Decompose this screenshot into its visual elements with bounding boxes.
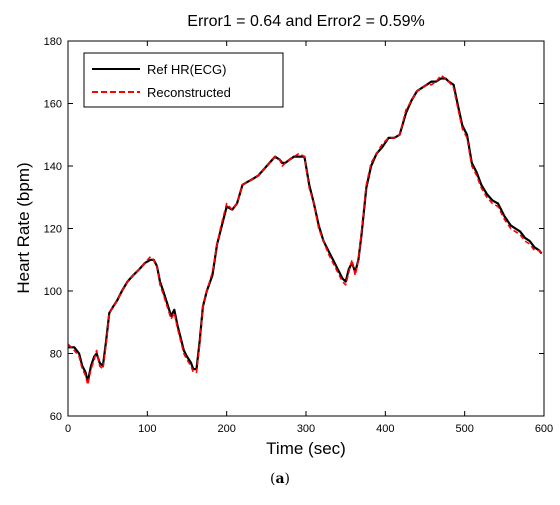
series-line-reconstructed: [67, 74, 543, 386]
legend-box: [83, 52, 284, 108]
caption-letter: a: [275, 471, 284, 487]
y-tick-label: 140: [44, 161, 62, 173]
chart-title: Error1 = 0.64 and Error2 = 0.59%: [187, 13, 424, 30]
caption-open: (: [270, 471, 275, 487]
caption-close: ): [285, 471, 290, 487]
x-tick-label: 600: [535, 423, 553, 435]
axes-layer: 0 100 200 300 400 500 600 60 80 100 120 140 160 180: [44, 36, 554, 435]
y-axis-title: Heart Rate (bpm): [14, 162, 33, 293]
series-layer: [67, 74, 543, 386]
legend: Ref HR(ECG) Reconstructed: [83, 52, 284, 108]
x-tick-label: 300: [297, 423, 315, 435]
y-tick-label: 180: [44, 36, 62, 48]
y-tick-label: 120: [44, 224, 62, 236]
legend-label-ref: Ref HR(ECG): [147, 62, 226, 77]
x-axis-title: Time (sec): [266, 439, 346, 458]
legend-label-reconstructed: Reconstructed: [147, 85, 231, 100]
x-tick-label: 500: [455, 423, 473, 435]
y-tick-label: 60: [50, 411, 62, 423]
x-tick-label: 400: [376, 423, 394, 435]
x-tick-label: 200: [217, 423, 235, 435]
y-tick-label: 100: [44, 286, 62, 298]
y-tick-label: 80: [50, 349, 62, 361]
x-tick-label: 100: [138, 423, 156, 435]
x-tick-label: 0: [65, 423, 71, 435]
y-tick-label: 160: [44, 99, 62, 111]
figure-caption: (a): [270, 471, 290, 487]
